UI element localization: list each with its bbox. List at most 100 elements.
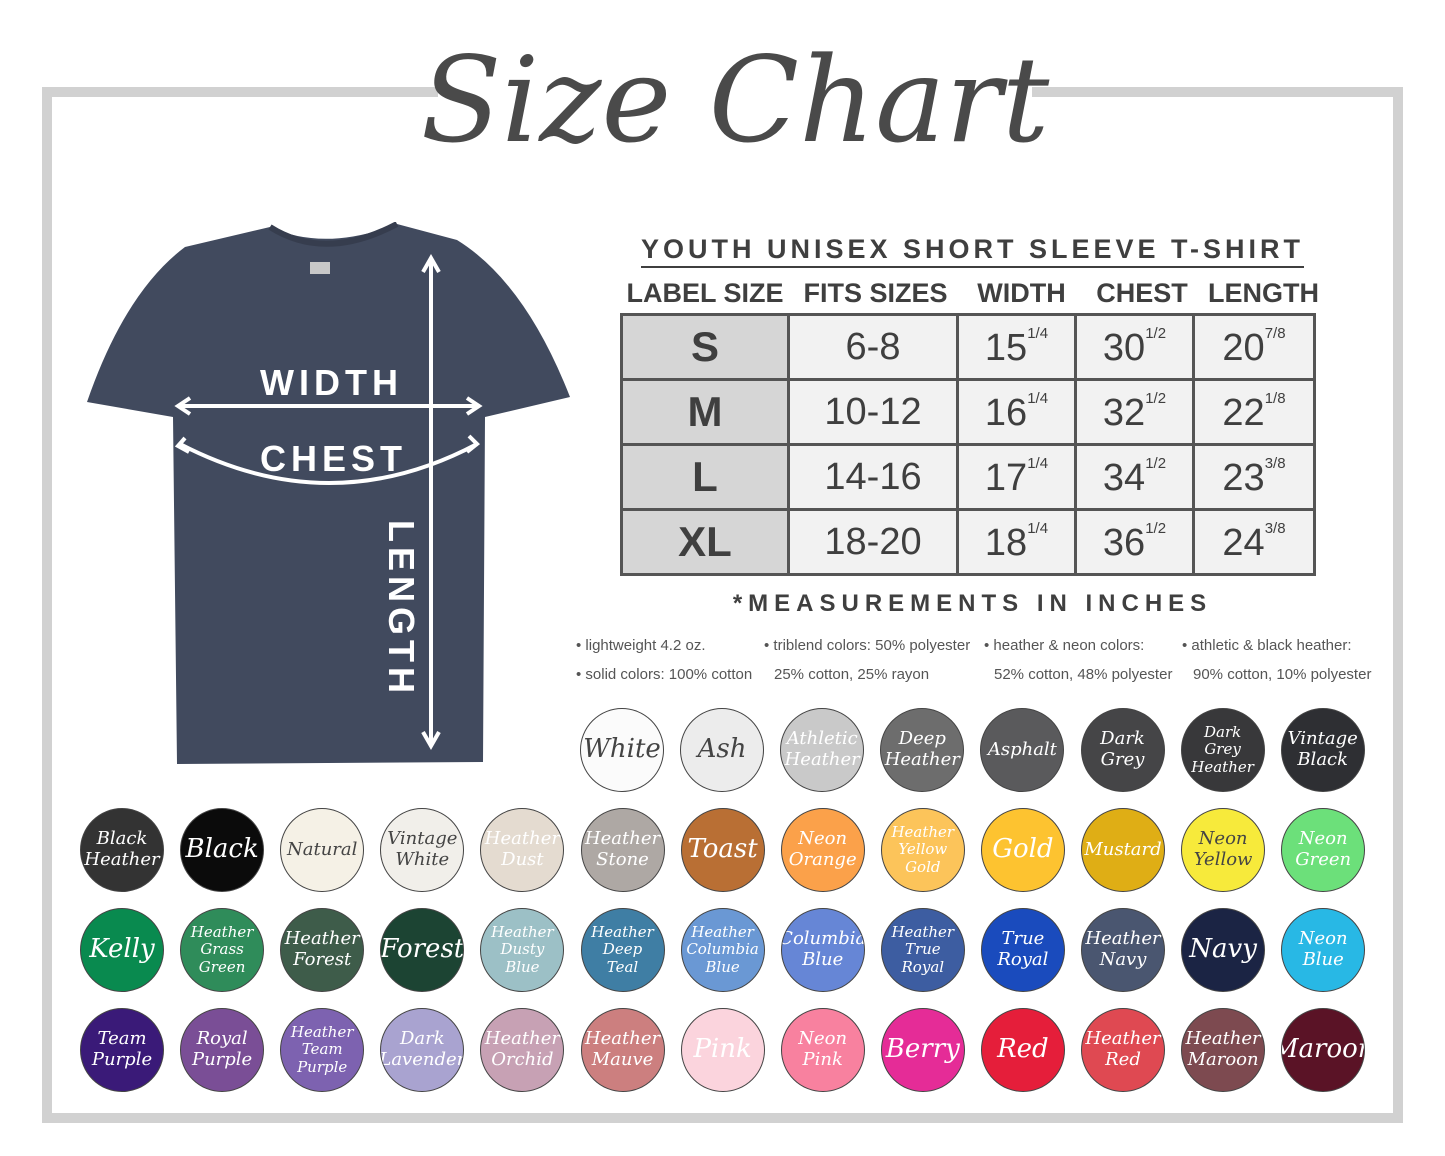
color-swatch[interactable]: Heather Forest bbox=[280, 908, 365, 992]
swatch-label: Heather bbox=[1185, 1028, 1261, 1050]
col-fits-sizes: FITS SIZES bbox=[803, 278, 948, 308]
color-swatch[interactable]: Dark Grey bbox=[1080, 708, 1165, 792]
table-row: S 6-8 151/4 301/2 207/8 bbox=[620, 313, 1316, 381]
color-swatch[interactable]: Pink bbox=[680, 1008, 765, 1092]
color-swatch[interactable]: Kelly bbox=[80, 908, 164, 992]
color-swatch[interactable]: Heather Grass Green bbox=[180, 908, 265, 992]
size-cell: S bbox=[620, 313, 790, 381]
color-swatch[interactable]: Dark Grey Heather bbox=[1180, 708, 1265, 792]
swatch-label: White bbox=[583, 734, 661, 765]
chest-label: CHEST bbox=[260, 438, 408, 479]
color-swatch[interactable]: Navy bbox=[1181, 908, 1266, 992]
measurement-note: *MEASUREMENTS IN INCHES bbox=[732, 590, 1213, 617]
color-swatch[interactable]: Heather Maroon bbox=[1181, 1008, 1266, 1092]
color-swatch[interactable]: Black bbox=[180, 808, 265, 892]
swatch-label: Lavender bbox=[380, 1049, 465, 1070]
color-swatch[interactable]: Deep Heather bbox=[880, 708, 965, 792]
color-swatch[interactable]: Neon Pink bbox=[780, 1008, 865, 1092]
color-swatch[interactable]: Mustard bbox=[1081, 808, 1165, 892]
color-swatch[interactable]: Berry bbox=[880, 1008, 965, 1092]
color-swatch[interactable]: Neon Blue bbox=[1281, 908, 1366, 992]
swatch-label: Heather bbox=[884, 749, 960, 770]
swatch-label: Black bbox=[96, 828, 148, 850]
swatch-label: Neon bbox=[1298, 828, 1348, 850]
swatch-label: Purple bbox=[91, 1049, 153, 1070]
col-length: LENGTH bbox=[1208, 278, 1319, 308]
color-swatch[interactable]: Vintage Black bbox=[1280, 708, 1365, 792]
width-label: WIDTH bbox=[260, 362, 403, 403]
swatch-label: Gold bbox=[992, 834, 1054, 865]
swatch-label: Purple bbox=[191, 1049, 253, 1070]
color-swatch[interactable]: Neon Yellow bbox=[1181, 808, 1266, 892]
color-swatch[interactable]: Natural bbox=[280, 808, 365, 892]
color-swatch[interactable]: Heather True Royal bbox=[880, 908, 965, 992]
color-swatch[interactable]: Heather Dust bbox=[480, 808, 565, 892]
width-cell-value: 15 bbox=[984, 326, 1028, 369]
swatch-label: Neon bbox=[798, 1028, 848, 1050]
color-swatch[interactable]: Vintage White bbox=[380, 808, 465, 892]
swatch-label: Ash bbox=[697, 734, 747, 765]
color-swatch[interactable]: Heather Deep Teal bbox=[580, 908, 665, 992]
fabric-note: • athletic & black heather: bbox=[1182, 637, 1352, 654]
color-swatch[interactable]: Red bbox=[980, 1008, 1065, 1092]
color-swatch[interactable]: Neon Green bbox=[1281, 808, 1366, 892]
color-swatch[interactable]: Dark Lavender bbox=[380, 1008, 465, 1092]
color-swatch[interactable]: Maroon bbox=[1281, 1008, 1366, 1092]
size-cell: XL bbox=[620, 508, 790, 576]
color-swatch[interactable]: Toast bbox=[680, 808, 765, 892]
color-swatch[interactable]: Columbia Blue bbox=[780, 908, 865, 992]
swatch-label: Black bbox=[1297, 749, 1349, 770]
width-cell-value: 16 bbox=[984, 391, 1028, 434]
width-cell: 151/4 bbox=[956, 313, 1077, 381]
color-swatch[interactable]: Team Purple bbox=[80, 1008, 164, 1092]
color-swatch[interactable]: Heather Dusty Blue bbox=[480, 908, 565, 992]
chest-cell-value: 30 bbox=[1102, 326, 1146, 369]
color-swatch[interactable]: Heather Stone bbox=[580, 808, 665, 892]
swatch-label: Grey bbox=[1100, 749, 1145, 770]
swatch-label: Dark bbox=[399, 1028, 445, 1050]
table-row: L 14-16 171/4 341/2 233/8 bbox=[620, 443, 1316, 511]
table-heading-text: YOUTH UNISEX SHORT SLEEVE T-SHIRT bbox=[640, 234, 1305, 268]
color-swatch[interactable]: Black Heather bbox=[80, 808, 164, 892]
swatch-label: Team bbox=[301, 1040, 343, 1059]
swatch-label: Heather bbox=[591, 923, 654, 942]
color-swatch[interactable]: True Royal bbox=[980, 908, 1065, 992]
color-swatch[interactable]: Athletic Heather bbox=[780, 708, 865, 792]
swatch-label: True bbox=[904, 940, 941, 959]
col-chest: CHEST bbox=[1096, 278, 1188, 308]
color-swatch[interactable]: Heather Orchid bbox=[480, 1008, 565, 1092]
swatch-label: Dark bbox=[1100, 728, 1145, 750]
swatch-label: Heather bbox=[491, 923, 554, 942]
color-swatch[interactable]: Heather Navy bbox=[1081, 908, 1165, 992]
color-swatch[interactable]: Asphalt bbox=[980, 708, 1065, 792]
table-row: M 10-12 161/4 321/2 221/8 bbox=[620, 378, 1316, 446]
swatch-label: Blue bbox=[505, 957, 540, 976]
chest-cell-fraction: 1/2 bbox=[1145, 389, 1167, 407]
color-swatch[interactable]: Forest bbox=[380, 908, 465, 992]
fabric-note: • triblend colors: 50% polyester bbox=[764, 637, 971, 654]
color-swatch[interactable]: White bbox=[580, 708, 664, 792]
swatch-label: Pink bbox=[693, 1034, 752, 1065]
color-swatch[interactable]: Gold bbox=[980, 808, 1065, 892]
measure-arrows bbox=[174, 253, 483, 751]
swatch-label: Stone bbox=[596, 849, 649, 870]
color-swatch[interactable]: Royal Purple bbox=[180, 1008, 265, 1092]
width-cell-value: 17 bbox=[984, 456, 1028, 499]
color-swatch[interactable]: Heather Mauve bbox=[580, 1008, 665, 1092]
swatch-label: Red bbox=[1105, 1049, 1141, 1070]
color-swatch[interactable]: Ash bbox=[680, 708, 765, 792]
color-swatch[interactable]: Heather Yellow Gold bbox=[880, 808, 965, 892]
color-swatch[interactable]: Neon Orange bbox=[780, 808, 865, 892]
swatch-label: Kelly bbox=[89, 934, 155, 965]
swatch-label: Berry bbox=[885, 1034, 960, 1065]
swatch-label: Mauve bbox=[591, 1049, 654, 1070]
chest-cell-fraction: 1/2 bbox=[1145, 454, 1167, 472]
swatch-label: Columbia bbox=[686, 940, 759, 959]
size-cell-value: XL bbox=[678, 518, 732, 565]
color-swatch[interactable]: Heather Team Purple bbox=[280, 1008, 365, 1092]
col-label-size: LABEL SIZE bbox=[626, 278, 784, 308]
swatch-label: Blue bbox=[705, 957, 740, 976]
color-swatch[interactable]: Heather Columbia Blue bbox=[680, 908, 765, 992]
color-swatch[interactable]: Heather Red bbox=[1081, 1008, 1165, 1092]
swatch-label: Heather bbox=[691, 923, 754, 942]
